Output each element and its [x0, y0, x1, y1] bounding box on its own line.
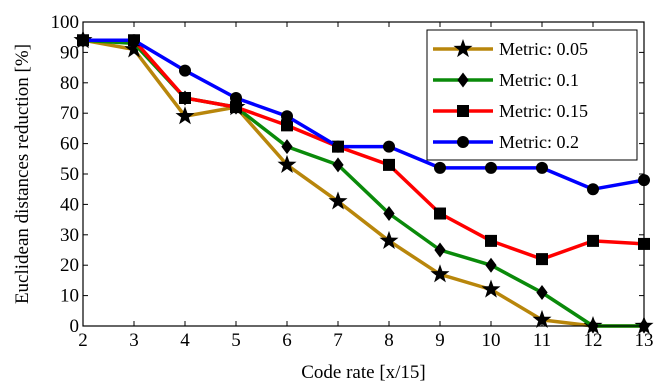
data-point — [383, 140, 395, 153]
x-tick-label: 12 — [584, 330, 603, 351]
legend-marker — [457, 136, 469, 148]
data-point — [281, 110, 293, 123]
x-tick-label: 6 — [282, 330, 292, 351]
legend-item: Metric: 0.05 — [433, 39, 588, 59]
data-point — [430, 264, 450, 283]
axis-layer: 2 3 4 5 6 7 8 9 10 11 12 13 0 10 20 30 40 50 60 70 80 90 100 — [51, 12, 654, 351]
data-point — [175, 106, 195, 125]
y-tick-label: 10 — [60, 286, 79, 307]
legend-label: Metric: 0.2 — [499, 132, 579, 152]
y-tick-label: 100 — [51, 12, 80, 33]
x-tick-label: 13 — [635, 330, 654, 351]
data-point — [332, 157, 344, 173]
data-point — [536, 285, 548, 301]
data-point — [485, 257, 497, 273]
x-tick-label: 9 — [435, 330, 445, 351]
y-tick-label: 50 — [60, 164, 79, 185]
y-tick-label: 70 — [60, 103, 79, 124]
data-point — [587, 183, 599, 196]
data-point — [179, 64, 191, 77]
y-tick-label: 40 — [60, 194, 79, 215]
y-tick-label: 60 — [60, 134, 79, 155]
data-point — [485, 234, 497, 247]
data-point — [485, 161, 497, 174]
legend: Metric: 0.05 Metric: 0.1 Metric: 0.15 Metri… — [426, 29, 638, 161]
data-point — [536, 253, 548, 266]
y-axis-label: Euclidean distances reduction [%] — [12, 44, 33, 304]
series-line — [83, 38, 645, 261]
data-point — [328, 191, 348, 210]
data-point — [230, 92, 242, 104]
x-tick-label: 2 — [78, 330, 88, 351]
legend-marker — [457, 105, 469, 117]
data-point — [481, 279, 501, 298]
series-line — [82, 38, 644, 328]
x-tick-label: 5 — [231, 330, 241, 351]
data-point — [230, 101, 242, 114]
data-point — [536, 161, 548, 174]
data-point — [379, 230, 399, 249]
data-point — [281, 119, 293, 132]
series-4 — [77, 34, 650, 196]
data-point — [532, 309, 552, 328]
legend-label: Metric: 0.05 — [499, 39, 588, 59]
x-tick-label: 8 — [384, 330, 394, 351]
data-point — [587, 234, 599, 247]
y-tick-label: 80 — [60, 73, 79, 94]
data-point — [179, 92, 191, 104]
legend-marker — [457, 72, 469, 88]
data-point — [434, 161, 446, 174]
x-tick-label: 11 — [533, 330, 551, 351]
y-tick-label: 20 — [60, 255, 79, 276]
legend-item: Metric: 0.1 — [433, 70, 579, 90]
y-tick-label: 90 — [60, 42, 79, 63]
x-axis-label: Code rate [x/15] — [301, 362, 426, 383]
data-point — [281, 139, 293, 155]
legend-marker — [453, 39, 473, 58]
y-tick-label: 0 — [70, 316, 80, 337]
x-tick-label: 3 — [129, 330, 139, 351]
data-point — [434, 207, 446, 220]
data-point — [383, 158, 395, 171]
x-tick-label: 7 — [333, 330, 343, 351]
x-tick-label: 4 — [180, 330, 190, 351]
x-tick-label: 10 — [482, 330, 501, 351]
legend-item: Metric: 0.15 — [433, 101, 588, 121]
data-point — [434, 242, 446, 258]
data-point — [383, 206, 395, 222]
y-tick-label: 30 — [60, 225, 79, 246]
legend-item: Metric: 0.2 — [433, 132, 579, 152]
data-point — [128, 34, 140, 47]
data-point — [277, 154, 297, 173]
data-point — [332, 140, 344, 153]
series-line — [83, 38, 645, 191]
legend-label: Metric: 0.1 — [499, 70, 579, 90]
legend-label: Metric: 0.15 — [499, 101, 588, 121]
